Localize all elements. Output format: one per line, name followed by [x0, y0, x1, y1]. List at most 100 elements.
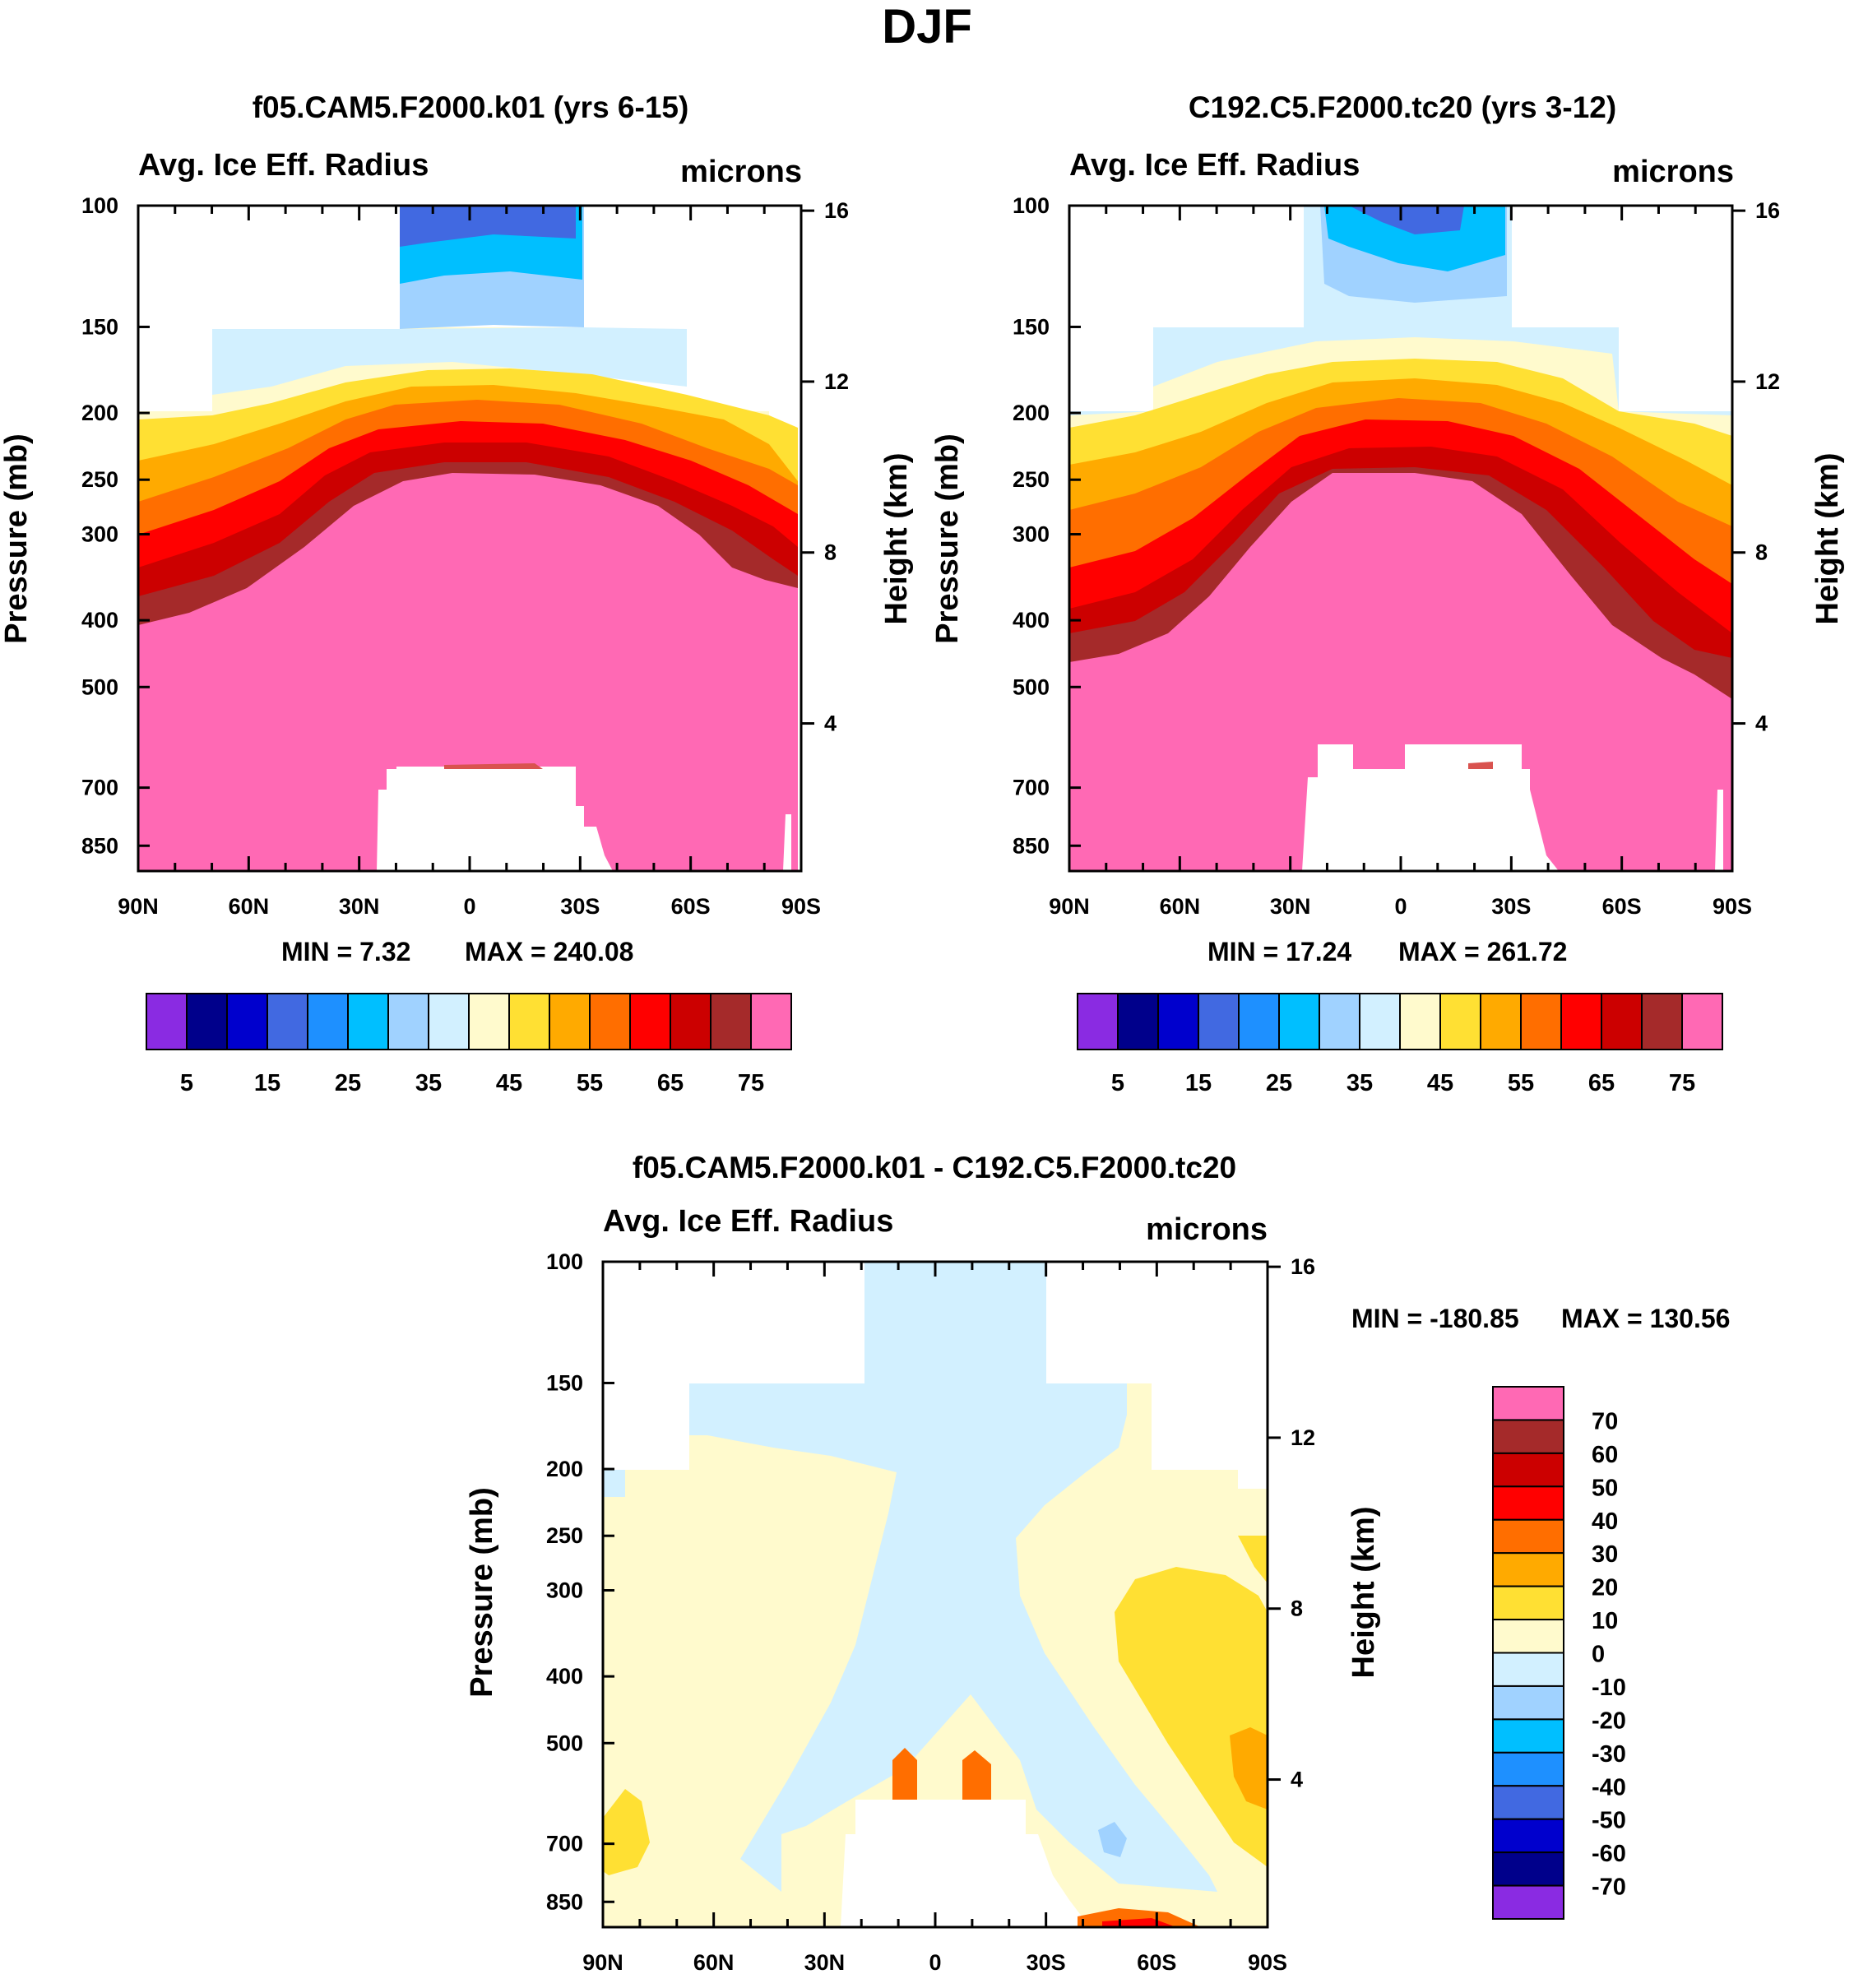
y-right-tick-label: 16: [824, 198, 849, 223]
x-tick-label: 60N: [1160, 894, 1201, 919]
colorbar-label: 20: [1592, 1575, 1618, 1601]
colorbar-swatch: [1492, 1619, 1564, 1654]
panel-title: f05.CAM5.F2000.k01 - C192.C5.F2000.tc20: [633, 1151, 1236, 1184]
colorbar-swatch: [1520, 993, 1562, 1050]
y-tick-label: 700: [546, 1832, 583, 1856]
colorbar-swatch: [1439, 993, 1481, 1050]
y-axis-right-title: Height (km): [879, 453, 914, 625]
colorbar-swatch: [1492, 1552, 1564, 1587]
contour-pink: [1069, 473, 1732, 871]
colorbar-swatch: [1198, 993, 1240, 1050]
min-value: MIN = 17.24: [1207, 937, 1351, 966]
x-tick-label: 30S: [1027, 1950, 1066, 1975]
y-axis-left: 100 150 200 250 300 400 500 700 850: [546, 1249, 614, 1914]
colorbar-swatch: [750, 993, 792, 1050]
colorbar-swatch: [1601, 993, 1643, 1050]
x-tick-label: 60N: [693, 1950, 735, 1975]
y-tick-label: 400: [1013, 608, 1050, 633]
panel-difference: f05.CAM5.F2000.k01 - C192.C5.F2000.tc20 …: [465, 1151, 1730, 1975]
units-label: microns: [680, 155, 802, 189]
contour-yellow-right: [1115, 1567, 1268, 1867]
colorbar-label: 55: [577, 1070, 603, 1096]
y-tick-label: 150: [546, 1370, 583, 1395]
colorbar-swatch: [1399, 993, 1441, 1050]
colorbar-label: -20: [1592, 1708, 1626, 1734]
y-tick-label: 400: [546, 1664, 583, 1689]
colorbar-swatch: [508, 993, 550, 1050]
plot-area: [137, 204, 803, 873]
min-value: MIN = -180.85: [1351, 1304, 1519, 1333]
colorbar-swatch: [629, 993, 671, 1050]
x-tick-label: 30N: [1270, 894, 1311, 919]
colorbar-label: -70: [1592, 1874, 1626, 1901]
colorbar-swatch: [710, 993, 752, 1050]
colorbar-label: 45: [1427, 1070, 1453, 1096]
colorbar-swatch: [186, 993, 228, 1050]
y-right-tick-label: 12: [1291, 1425, 1315, 1450]
y-tick-label: 850: [81, 833, 118, 858]
y-right-tick-label: 16: [1755, 198, 1780, 223]
x-tick-label: 30N: [339, 894, 380, 919]
colorbar-label: -10: [1592, 1675, 1626, 1701]
colorbar-swatch: [1492, 1751, 1564, 1787]
y-axis-title: Pressure (mb): [0, 433, 34, 644]
x-tick-label: 60S: [1602, 894, 1642, 919]
colorbar: 5 15 25 35 45 55 65 75: [1077, 993, 1723, 1096]
min-value: MIN = 7.32: [281, 937, 410, 966]
contour-blue-top: [400, 206, 576, 247]
colorbar-label: 35: [1346, 1070, 1373, 1096]
y-tick-label: 850: [546, 1889, 583, 1914]
x-tick-label: 90N: [1049, 894, 1090, 919]
x-tick-label: 30S: [1491, 894, 1531, 919]
colorbar-swatch: [1117, 993, 1159, 1050]
contour-orange-right: [1230, 1727, 1268, 1810]
colorbar-label: 5: [1111, 1070, 1124, 1096]
variable-label: Avg. Ice Eff. Radius: [1069, 148, 1360, 183]
colorbar-label: 10: [1592, 1608, 1618, 1634]
y-axis-right: 16 12 8 4: [1732, 198, 1780, 736]
x-tick-label: 30N: [804, 1950, 846, 1975]
colorbar-label: 70: [1592, 1408, 1618, 1434]
contour-lightblue-left: [603, 1470, 625, 1497]
y-tick-label: 250: [546, 1523, 583, 1548]
max-value: MAX = 261.72: [1398, 937, 1567, 966]
colorbar-swatch: [1492, 1518, 1564, 1555]
y-tick-label: 250: [81, 467, 118, 492]
topography-mask-right: [783, 814, 791, 871]
colorbar-label: -60: [1592, 1841, 1626, 1867]
colorbar-swatch: [1492, 1485, 1564, 1521]
plot-area: [1068, 204, 1734, 873]
colorbar-swatch: [1492, 1585, 1564, 1621]
colorbar-swatch: [1492, 1851, 1564, 1887]
y-tick-label: 700: [1013, 776, 1050, 800]
colorbar-swatch: [1492, 1452, 1564, 1488]
y-tick-label: 200: [81, 401, 118, 425]
x-tick-label: 30S: [560, 894, 600, 919]
y-tick-label: 700: [81, 776, 118, 800]
y-tick-label: 100: [81, 193, 118, 218]
colorbar-label: 0: [1592, 1642, 1605, 1668]
y-right-tick-label: 8: [824, 540, 837, 565]
x-axis: 90N 60N 30N 0 30S 60S 90S: [118, 206, 821, 919]
y-right-tick-label: 4: [1755, 711, 1768, 736]
y-right-tick-label: 12: [824, 369, 849, 394]
y-axis-left: 100 150 200 250 300 400 500 700 850: [1013, 193, 1081, 858]
units-label: microns: [1612, 155, 1734, 189]
contour-lightblue-ring: [212, 327, 687, 395]
colorbar-label: 50: [1592, 1475, 1618, 1501]
colorbar-label: 75: [738, 1070, 764, 1096]
x-axis: 90N 60N 30N 0 30S 60S 90S: [1049, 206, 1752, 919]
y-axis-title: Pressure (mb): [930, 433, 965, 644]
colorbar-swatch: [1492, 1718, 1564, 1754]
x-tick-label: 90N: [582, 1950, 623, 1975]
topography-mask: [1302, 744, 1559, 871]
colorbar-swatch: [1560, 993, 1602, 1050]
colorbar-swatch: [1641, 993, 1683, 1050]
colorbar-swatch: [387, 993, 429, 1050]
x-tick-label: 60N: [229, 894, 270, 919]
colorbar-swatch: [1480, 993, 1522, 1050]
colorbar-label: 15: [1185, 1070, 1212, 1096]
contour-pink: [138, 473, 798, 871]
colorbar-label: 60: [1592, 1442, 1618, 1468]
